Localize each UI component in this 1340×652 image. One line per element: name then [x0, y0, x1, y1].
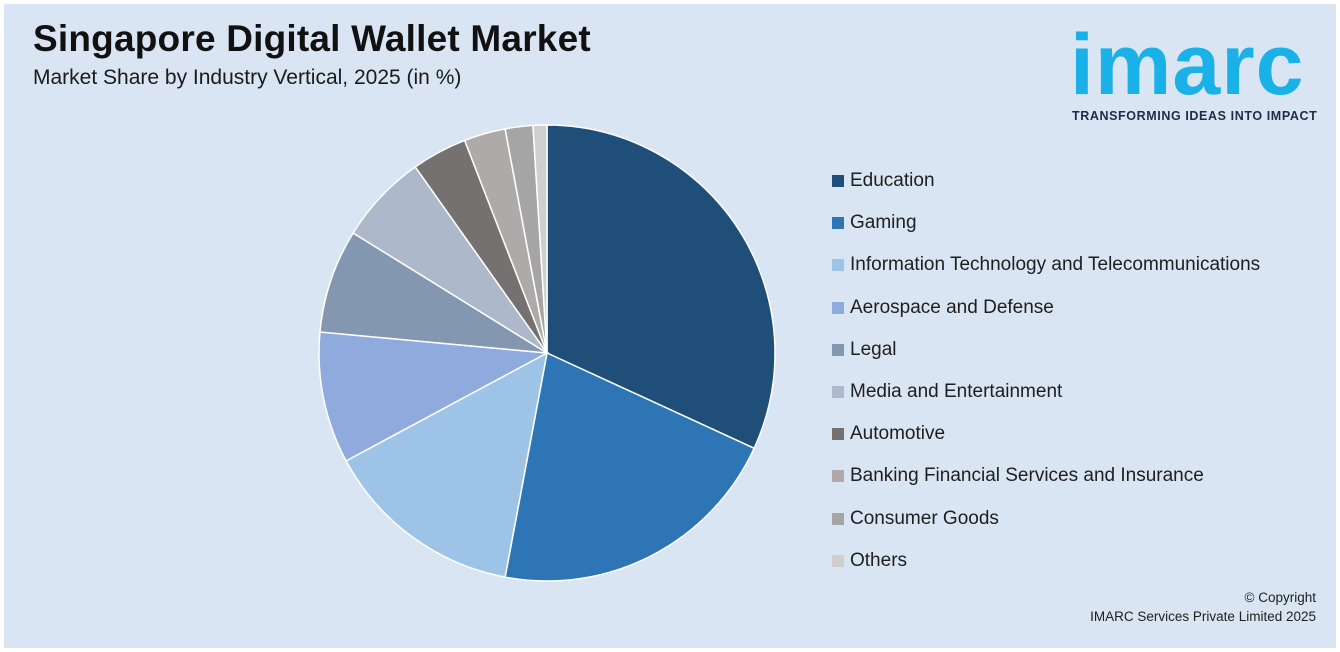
legend-label: Legal [850, 338, 897, 360]
pie-slice-aerospace-and-defense [318, 331, 550, 462]
legend-item: Aerospace and Defense [832, 287, 1260, 329]
imarc-logo: imarc TRANSFORMING IDEAS INTO IMPACT [1060, 14, 1330, 126]
copyright-line: © Copyright [1244, 590, 1316, 605]
legend-item: Gaming [832, 202, 1260, 244]
legend-item: Education [832, 160, 1260, 202]
chart-legend: Education Gaming Information Technology an… [832, 160, 1260, 582]
legend-label: Automotive [850, 423, 946, 445]
legend-item: Others [832, 540, 1260, 582]
chart-subtitle: Market Share by Industry Vertical, 2025 … [33, 66, 462, 89]
legend-label: Education [850, 170, 935, 192]
legend-swatch [832, 470, 844, 483]
legend-item: Consumer Goods [832, 498, 1260, 540]
legend-swatch [832, 428, 844, 441]
logo-wordmark: imarc [1070, 17, 1305, 113]
legend-label: Consumer Goods [850, 507, 999, 529]
legend-swatch [832, 554, 844, 567]
legend-item: Legal [832, 329, 1260, 371]
pie-slice-legal [319, 231, 548, 354]
legend-label: Information Technology and Telecommunica… [850, 254, 1261, 276]
legend-swatch [832, 175, 844, 188]
pie-slice-gaming [504, 351, 756, 582]
logo-tagline: TRANSFORMING IDEAS INTO IMPACT [1072, 109, 1318, 123]
pie-slice-others [532, 124, 548, 354]
copyright-notice: © Copyright IMARC Services Private Limit… [1090, 588, 1316, 626]
legend-swatch [832, 301, 844, 314]
legend-label: Banking Financial Services and Insurance [850, 465, 1204, 487]
legend-label: Aerospace and Defense [850, 296, 1054, 318]
legend-item: Automotive [832, 413, 1260, 455]
pie-slice-information-technology-and-telecommunications [345, 351, 549, 578]
legend-item: Information Technology and Telecommunica… [832, 244, 1260, 286]
pie-slice-education [546, 124, 776, 450]
copyright-owner: IMARC Services Private Limited 2025 [1090, 609, 1316, 624]
legend-swatch [832, 386, 844, 399]
legend-label: Others [850, 549, 908, 571]
legend-swatch [832, 217, 844, 230]
legend-label: Media and Entertainment [850, 381, 1063, 403]
legend-item: Media and Entertainment [832, 371, 1260, 413]
legend-swatch [832, 259, 844, 272]
chart-title: Singapore Digital Wallet Market [33, 18, 591, 59]
legend-swatch [832, 512, 844, 525]
legend-item: Banking Financial Services and Insurance [832, 455, 1260, 497]
legend-label: Gaming [850, 212, 917, 234]
legend-swatch [832, 343, 844, 356]
